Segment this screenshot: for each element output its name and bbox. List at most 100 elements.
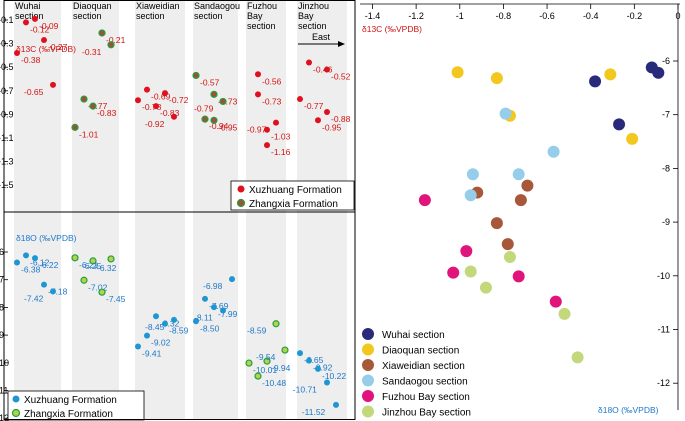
crossplot-legend-label-diaoquan-section: Diaoquan section <box>382 346 459 357</box>
c13-value-label: -0.65 <box>24 87 44 97</box>
crossplot-legend-marker-jinzhou-bay-section <box>362 405 374 418</box>
c13-legend-box <box>230 180 355 211</box>
o18-profile-panel: δ18O (‰VPDB) -6-7-8-9-10-11-12 -6.38-6.1… <box>0 233 346 421</box>
c13-y-axis: -0.1 -0.3 -0.5 -0.7 -0.9 -1.1 -1.3 -1.5 <box>0 15 14 190</box>
c13-value-label: -0.31 <box>82 47 102 57</box>
c13-tick-label: -1.3 <box>0 157 14 167</box>
crossplot-legend-label-sandaogou-section: Sandaogou section <box>382 377 468 388</box>
c13-point-xuzhuang-formation <box>32 15 38 22</box>
o18-data-points: -6.38-6.12-6.22 -7.18 -7.42 -9.41-9.02 -8.32… <box>14 252 346 417</box>
c13-point-xuzhuang-formation <box>135 97 141 104</box>
o18-value-label: -10.22 <box>322 371 346 381</box>
crossplot-point-fuzhou-bay-section <box>512 270 525 283</box>
east-direction-indicator: East <box>298 32 345 47</box>
crossplot-point-sandaogou-section <box>464 189 477 202</box>
o18-point-xuzhuang-formation <box>297 350 303 357</box>
crossplot-legend-label-fuzhou-bay-section: Fuzhou Bay section <box>382 392 470 403</box>
c13-point-xuzhuang-formation <box>23 19 29 26</box>
c13-value-label: -0.72 <box>169 95 189 105</box>
o18-point-xuzhuang-formation <box>23 252 29 259</box>
o18-value-label: -8.50 <box>200 323 220 333</box>
crossplot-data-points <box>418 61 665 364</box>
o18-tick-label: -10 <box>0 358 9 368</box>
c13-data-points: -0.38 -0.12-0.09 -0.27 -0.65 -0.78-0.69 -0.83… <box>14 15 351 157</box>
section-label-wuhai-section: Wuhai <box>15 1 40 11</box>
c13-value-label: -0.88 <box>331 114 351 124</box>
o18-value-label: -9.54 <box>256 352 276 362</box>
crossplot-legend-marker-sandaogou-section <box>362 374 374 387</box>
o18-value-label: -6.12 <box>30 257 50 267</box>
crossplot-legend-marker-wuhai-section <box>362 328 374 340</box>
crossplot-point-fuzhou-bay-section <box>460 245 473 258</box>
crossplot-point-diaoquan-section <box>490 72 503 85</box>
crossplot-y-tick-label: -7 <box>662 110 670 120</box>
c13-legend: Xuzhuang Formation Zhangxia Formation <box>230 180 355 211</box>
crossplot-legend-label-xiaweidian-section: Xiaweidian section <box>382 361 465 372</box>
crossplot-point-sandaogou-section <box>512 168 525 181</box>
o18-value-label: -8.45 <box>145 322 165 332</box>
c13-value-label: -0.57 <box>200 77 220 87</box>
crossplot-legend-label-jinzhou-bay-section: Jinzhou Bay section <box>382 408 471 419</box>
o18-point-xuzhuang-formation <box>50 288 56 295</box>
left-panel-frame <box>3 0 356 420</box>
o18-legend-label-zhangxia: Zhangxia Formation <box>24 409 113 420</box>
c13-point-xuzhuang-formation <box>306 59 312 66</box>
crossplot-x-tick-label: -0.8 <box>496 11 512 21</box>
c13-legend-marker-xuzhuang <box>237 185 245 193</box>
c13-value-label: -0.95 <box>322 122 342 132</box>
o18-point-xuzhuang-formation <box>333 401 339 408</box>
o18-point-zhangxia-formation <box>281 346 289 354</box>
crossplot-point-fuzhou-bay-section <box>447 266 460 279</box>
section-label-jinzhou-bay-section: section <box>298 21 327 31</box>
c13-point-xuzhuang-formation <box>264 142 270 149</box>
section-label-diaoquan-section: section <box>73 11 102 21</box>
c13-point-xuzhuang-formation <box>14 50 20 57</box>
crossplot-point-jinzhou-bay-section <box>558 307 571 320</box>
c13-value-label: -0.73 <box>218 96 238 106</box>
o18-legend-marker-xuzhuang <box>12 395 20 403</box>
o18-value-label: -10.01 <box>253 365 277 375</box>
crossplot-point-jinzhou-bay-section <box>479 281 492 294</box>
o18-value-label: -10.71 <box>293 384 317 394</box>
c13-point-xuzhuang-formation <box>144 86 150 93</box>
crossplot-y-tick-label: -9 <box>662 217 670 227</box>
c13-tick-label: -1.1 <box>0 133 14 143</box>
o18-value-label: -6.32 <box>97 263 117 273</box>
crossplot-legend: Wuhai section Diaoquan section Xiaweidian … <box>362 328 471 419</box>
crossplot-x-tick-label: -1.4 <box>365 11 381 21</box>
c13-point-zhangxia-formation <box>192 71 200 80</box>
crossplot-point-fuzhou-bay-section <box>418 194 431 207</box>
o18-point-xuzhuang-formation <box>32 255 38 262</box>
crossplot-panel: -1.4-1.2-1-0.8-0.6-0.4-0.20 -6-7-8-9-10-… <box>360 3 680 419</box>
o18-value-label: -9.41 <box>142 348 162 358</box>
c13-tick-label: -0.1 <box>0 15 14 25</box>
crossplot-x-tick-label: -0.4 <box>583 11 599 21</box>
c13-value-label: -0.83 <box>97 108 117 118</box>
o18-legend: Xuzhuang Formation Zhangxia Formation <box>7 390 145 421</box>
east-arrow-head <box>338 41 345 47</box>
c13-value-label: -0.77 <box>88 101 108 111</box>
c13-legend-label-xuzhuang: Xuzhuang Formation <box>249 185 342 196</box>
o18-point-xuzhuang-formation <box>135 343 141 350</box>
c13-point-xuzhuang-formation <box>324 109 330 116</box>
c13-point-xuzhuang-formation <box>324 66 330 73</box>
o18-value-label: -6.21 <box>79 260 99 270</box>
section-label-jinzhou-bay-section: Jinzhou <box>298 1 329 11</box>
c13-value-label: -1.16 <box>271 147 291 157</box>
c13-value-label: -0.52 <box>331 72 351 82</box>
c13-tick-label: -0.5 <box>0 62 14 72</box>
c13-point-xuzhuang-formation <box>41 37 47 44</box>
o18-point-xuzhuang-formation <box>324 379 330 386</box>
crossplot-x-tick-label: -1.2 <box>408 11 424 21</box>
o18-point-xuzhuang-formation <box>229 276 235 283</box>
c13-point-zhangxia-formation <box>71 123 79 131</box>
o18-tick-label: -6 <box>0 247 4 257</box>
o18-point-xuzhuang-formation <box>14 259 20 266</box>
crossplot-y-axis: -6 -7 -8 -9 -10 -11 -12 <box>657 4 679 410</box>
o18-value-label: -9.65 <box>304 355 324 365</box>
o18-axis-title: δ18O (‰VPDB) <box>16 233 77 243</box>
c13-point-xuzhuang-formation <box>162 90 168 97</box>
section-headers: WuhaisectionDiaoquansectionXiaweidiansec… <box>15 1 329 31</box>
section-label-sandaogou-section: section <box>194 11 223 21</box>
c13-value-label: -0.21 <box>106 35 126 45</box>
